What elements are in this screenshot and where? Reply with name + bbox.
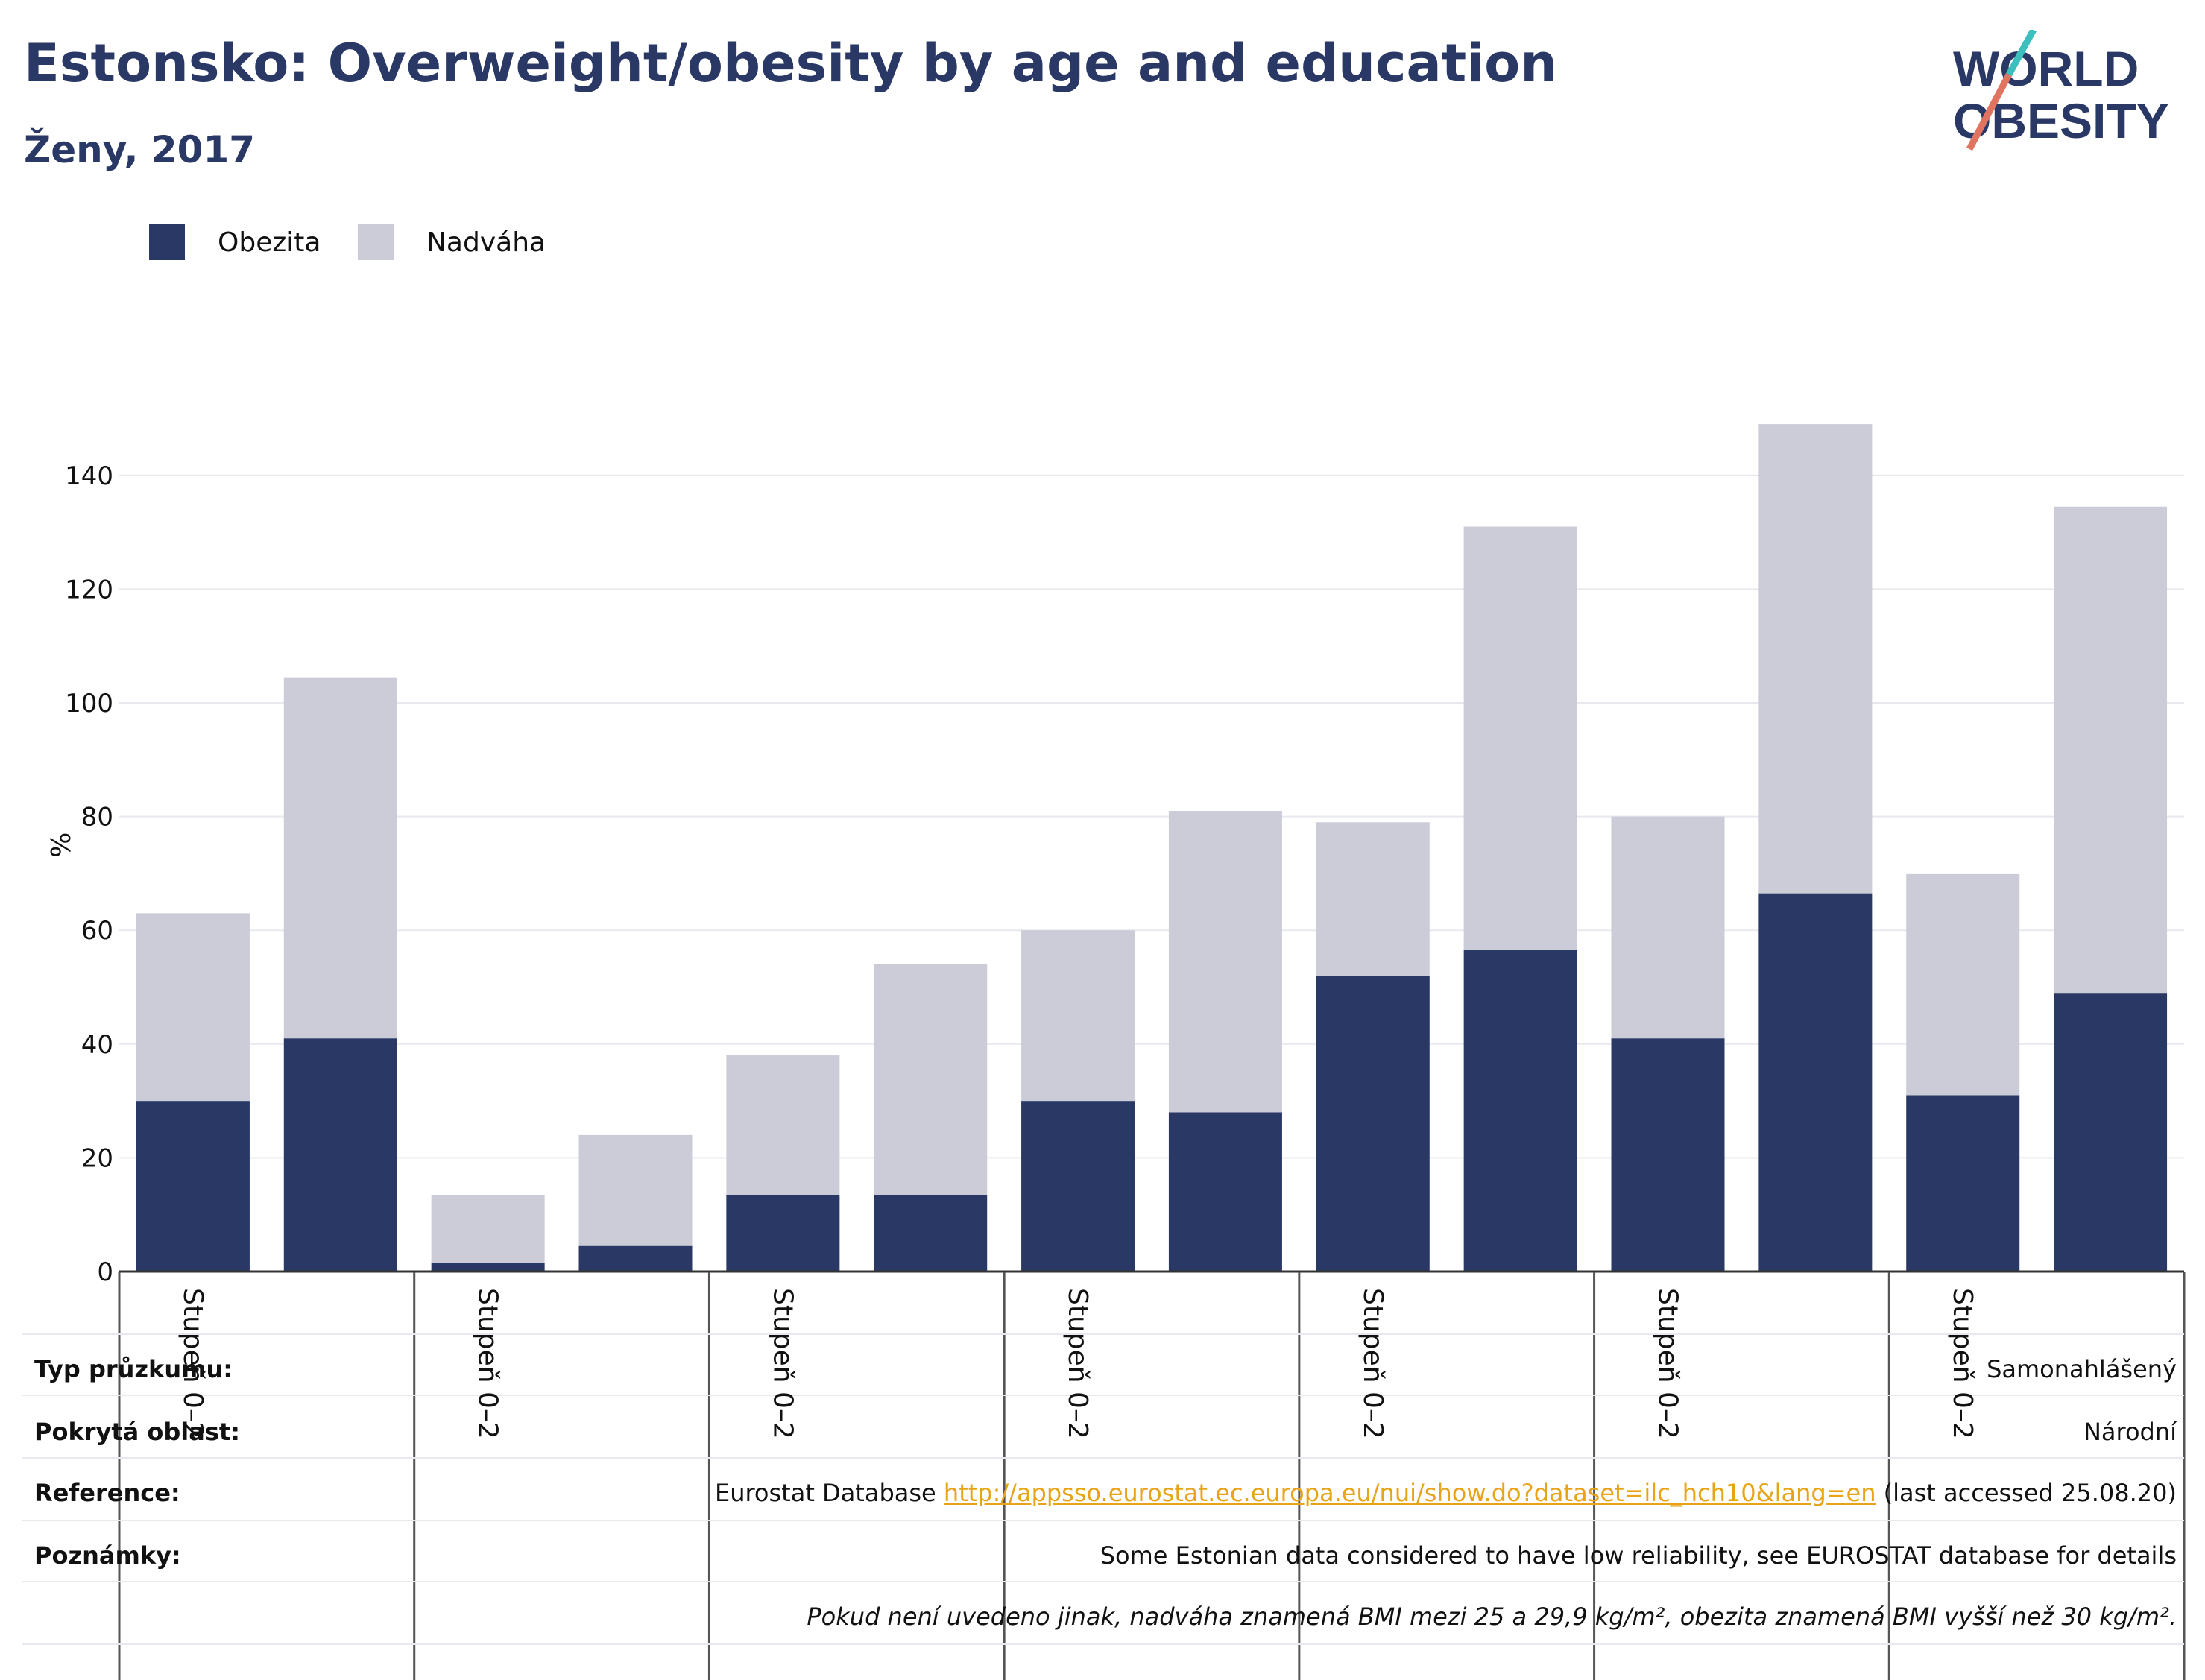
x-tick-label: Stupeň 0–2 [1653, 1288, 1683, 1439]
legend-overweight: Nadváha [358, 224, 546, 261]
bar-overweight [431, 1194, 545, 1263]
bar-obesity [1906, 1095, 2020, 1272]
chart-title: Estonsko: Overweight/obesity by age and … [24, 33, 1558, 94]
world-obesity-logo: WORLD OBESITY [1953, 30, 2169, 151]
bar-obesity [1758, 893, 1873, 1272]
info-label-notes: Poznámky: [34, 1541, 181, 1570]
y-tick-label: 60 [81, 916, 113, 946]
y-tick-label: 40 [81, 1030, 113, 1060]
y-tick-label: 20 [81, 1143, 113, 1173]
bar-obesity [2054, 993, 2168, 1272]
legend-overweight-swatch [358, 224, 394, 260]
bar-overweight [1316, 822, 1430, 976]
bar-overweight [726, 1055, 840, 1195]
legend-obesity-label: Obezita [218, 227, 321, 258]
x-tick-label: Stupeň 0–2 [1357, 1288, 1388, 1439]
bar-overweight [2054, 506, 2168, 994]
bar-obesity [726, 1194, 840, 1272]
chart-subtitle: Ženy, 2017 [24, 128, 256, 171]
bar-obesity [283, 1038, 397, 1272]
bar-overweight [578, 1134, 693, 1246]
x-tick-label: Stupeň 0–2 [473, 1288, 503, 1439]
legend-overweight-label: Nadváha [426, 227, 546, 258]
info-value-reference: Eurostat Database http://appsso.eurostat… [715, 1479, 2177, 1507]
svg-text:OBESITY: OBESITY [1953, 93, 2169, 148]
bar-obesity [1021, 1101, 1135, 1272]
bar-obesity [578, 1245, 693, 1272]
bar-obesity [136, 1101, 250, 1272]
bar-obesity [1463, 950, 1577, 1272]
bar-overweight [1463, 526, 1577, 950]
bar-obesity [431, 1263, 545, 1272]
y-tick-label: 100 [65, 689, 113, 719]
bar-obesity [1168, 1112, 1282, 1272]
x-tick-label: Stupeň 0–2 [1947, 1288, 1978, 1439]
y-tick-label: 80 [81, 803, 113, 833]
info-label-reference: Reference: [34, 1479, 180, 1507]
reference-accessed: (last accessed 25.08.20) [1876, 1479, 2177, 1507]
bar-obesity [1316, 976, 1430, 1272]
svg-text:WORLD: WORLD [1953, 41, 2139, 96]
info-label-coverage: Pokrytá oblast: [34, 1418, 240, 1446]
footnote-bmi-definition: Pokud není uvedeno jinak, nadváha znamen… [807, 1602, 2177, 1631]
y-axis-label: % [44, 833, 75, 858]
y-tick-label: 120 [65, 575, 113, 604]
bar-overweight [283, 677, 397, 1039]
info-value-survey-type: Samonahlášený [1987, 1355, 2177, 1383]
legend-obesity-swatch [149, 224, 185, 260]
bar-overweight [1758, 424, 1873, 894]
reference-source: Eurostat Database [714, 1479, 944, 1507]
bar-overweight [874, 964, 988, 1195]
legend-obesity: Obezita [149, 224, 321, 261]
bar-obesity [874, 1194, 988, 1272]
x-tick-label: Stupeň 0–2 [177, 1288, 208, 1439]
bar-overweight [1611, 816, 1725, 1039]
info-value-coverage: Národní [2083, 1418, 2177, 1446]
bar-overweight [1906, 873, 2020, 1096]
bar-overweight [1021, 930, 1135, 1102]
x-tick-label: Stupeň 0–2 [767, 1288, 798, 1439]
y-tick-label: 140 [65, 461, 113, 491]
reference-link[interactable]: http://appsso.eurostat.ec.europa.eu/nui/… [943, 1479, 1876, 1507]
x-tick-label: Stupeň 0–2 [1062, 1288, 1093, 1439]
info-value-notes: Some Estonian data considered to have lo… [1100, 1541, 2177, 1570]
info-label-survey-type: Typ průzkumu: [34, 1355, 233, 1383]
bar-overweight [136, 913, 250, 1102]
y-tick-label: 0 [97, 1257, 113, 1287]
bar-obesity [1611, 1038, 1725, 1272]
bar-overweight [1168, 810, 1282, 1113]
